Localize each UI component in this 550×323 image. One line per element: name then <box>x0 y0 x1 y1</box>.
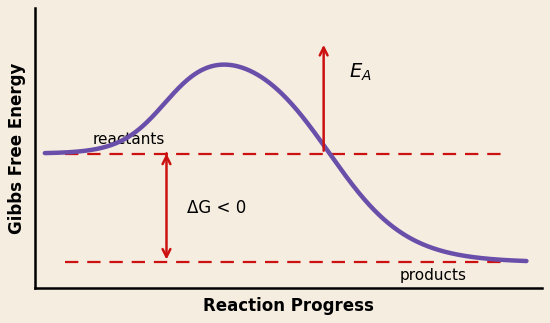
X-axis label: Reaction Progress: Reaction Progress <box>203 297 373 315</box>
Text: $E_A$: $E_A$ <box>349 61 372 82</box>
Y-axis label: Gibbs Free Energy: Gibbs Free Energy <box>8 63 26 234</box>
Text: ΔG < 0: ΔG < 0 <box>187 199 246 217</box>
Text: products: products <box>400 267 467 283</box>
Text: reactants: reactants <box>93 132 166 147</box>
